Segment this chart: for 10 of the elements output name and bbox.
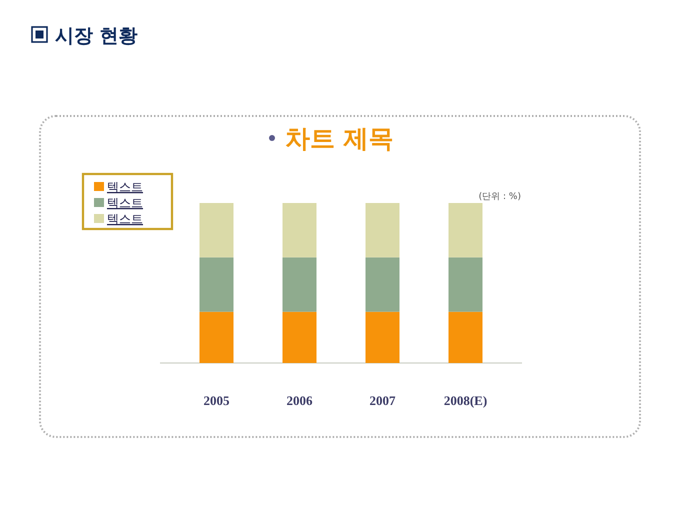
legend-label: 텍스트 [107, 212, 143, 226]
x-tick-label: 2008(E) [444, 393, 488, 408]
chart-title: 시장 현황 [55, 25, 138, 47]
text: (단위 : %) [478, 192, 521, 202]
x-tick-label: 2005 [204, 393, 230, 408]
chart-subtitle: 차트 제목 [285, 124, 394, 153]
legend-label: 텍스트 [107, 180, 143, 194]
x-tick-label: 2006 [286, 393, 313, 408]
x-tick-label: 2007 [370, 393, 396, 408]
legend-label: 텍스트 [107, 196, 143, 210]
